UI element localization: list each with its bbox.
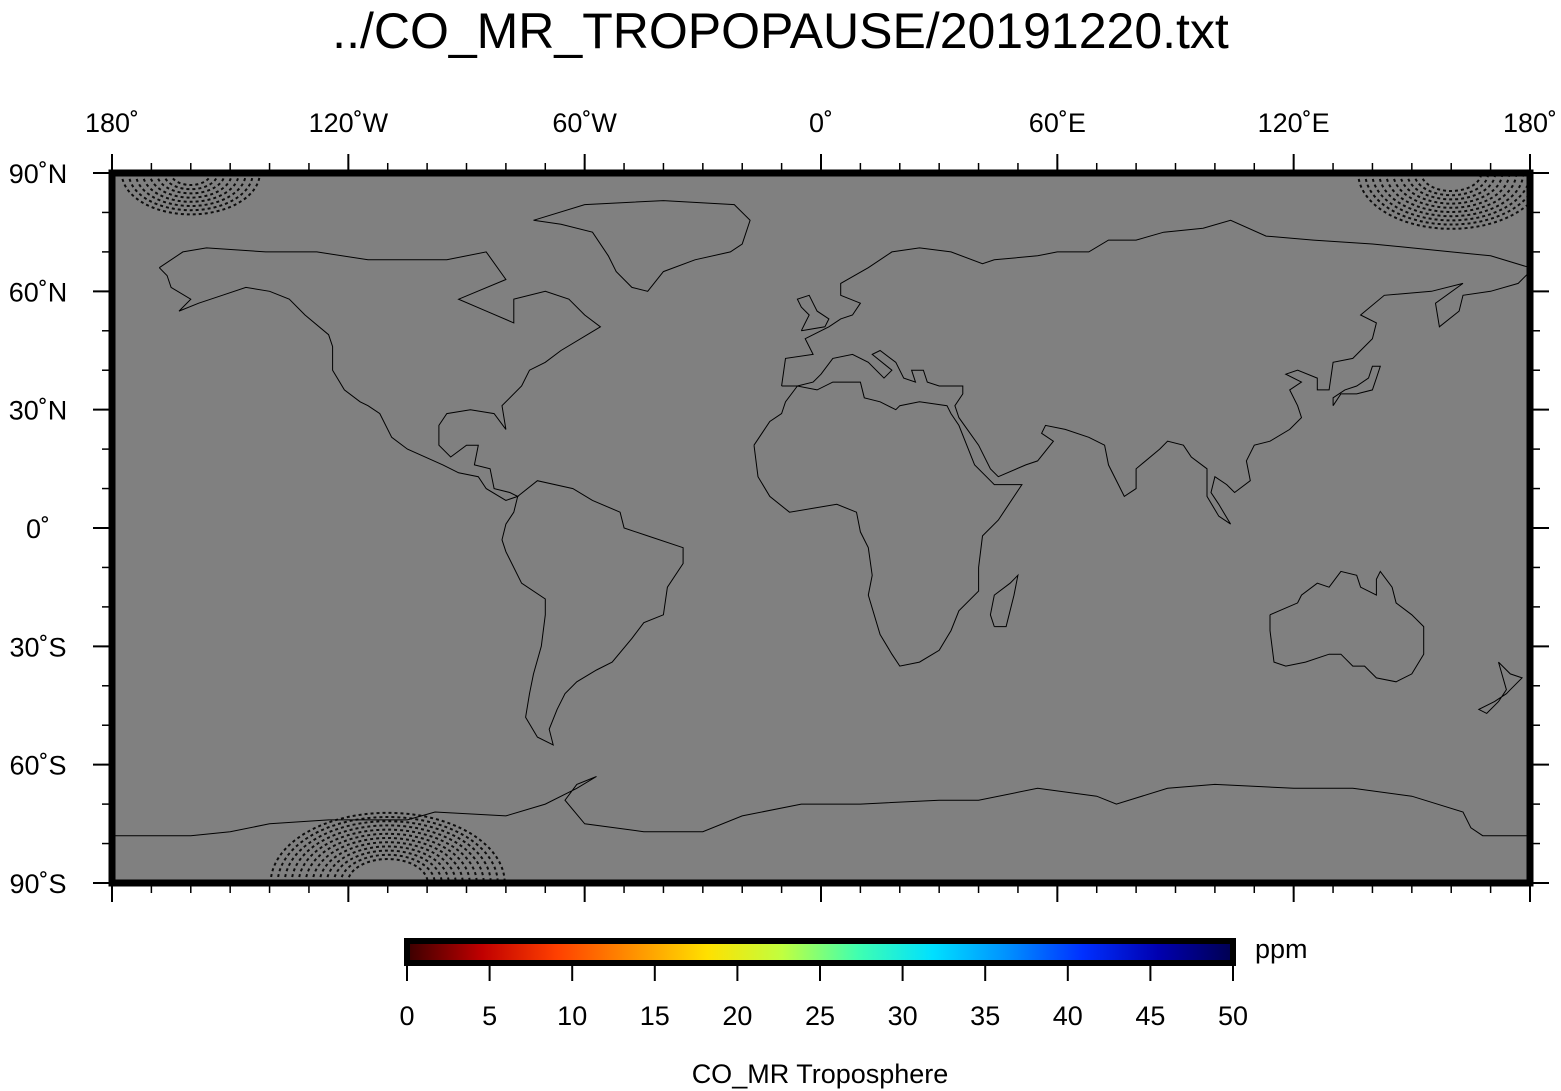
colorbar-label: CO_MR Troposphere	[692, 1059, 949, 1089]
colorbar-unit: ppm	[1255, 934, 1308, 964]
lon-tick-label: 0˚	[809, 108, 833, 138]
colorbar-tick-label: 40	[1053, 1001, 1083, 1031]
coastline-antarctica	[112, 776, 1530, 837]
lon-tick-label: 120˚W	[309, 108, 389, 138]
lat-tick-label: 0˚	[26, 514, 50, 544]
coastline-new-zealand	[1477, 661, 1524, 715]
colorbar-tick-label: 25	[805, 1001, 835, 1031]
colorbar-tick-label: 0	[399, 1001, 414, 1031]
coastline-eurasia	[781, 219, 1531, 525]
colorbar-tick-label: 15	[640, 1001, 670, 1031]
lon-tick-label: 60˚W	[552, 108, 617, 138]
map-title: ../CO_MR_TROPOPAUSE/20191220.txt	[332, 3, 1229, 59]
colorbar-tick-label: 30	[888, 1001, 918, 1031]
lat-tick-label: 60˚S	[9, 751, 66, 781]
coastline-north-america	[158, 247, 602, 501]
coastline-south-america	[501, 480, 684, 746]
lat-tick-label: 30˚N	[9, 396, 68, 426]
polar-artifact-north-west	[120, 173, 261, 216]
lat-tick-label: 90˚N	[9, 159, 68, 189]
coastline-uk	[796, 294, 830, 332]
lat-tick-label: 30˚S	[9, 632, 66, 662]
map-background	[112, 173, 1530, 883]
coastline-africa	[753, 381, 1023, 667]
lat-tick-label: 60˚N	[9, 277, 68, 307]
coastline-greenland	[533, 200, 751, 292]
colorbar-tick-label: 10	[557, 1001, 587, 1031]
lon-tick-label: 180˚	[1503, 108, 1557, 138]
lat-tick-label: 90˚S	[9, 869, 66, 899]
colorbar-tick-label: 35	[970, 1001, 1000, 1031]
coastline-madagascar	[989, 573, 1019, 628]
colorbar-tick-label: 5	[482, 1001, 497, 1031]
lon-tick-label: 60˚E	[1029, 108, 1086, 138]
lon-tick-label: 180˚	[85, 108, 139, 138]
colorbar-tick-label: 50	[1218, 1001, 1248, 1031]
coastline-australia	[1269, 570, 1425, 683]
coastline-japan	[1332, 365, 1381, 406]
lon-tick-label: 120˚E	[1258, 108, 1330, 138]
colorbar-tick-label: 45	[1135, 1001, 1165, 1031]
colorbar	[404, 938, 1236, 966]
polar-artifact-south	[269, 811, 506, 883]
colorbar-tick-label: 20	[722, 1001, 752, 1031]
